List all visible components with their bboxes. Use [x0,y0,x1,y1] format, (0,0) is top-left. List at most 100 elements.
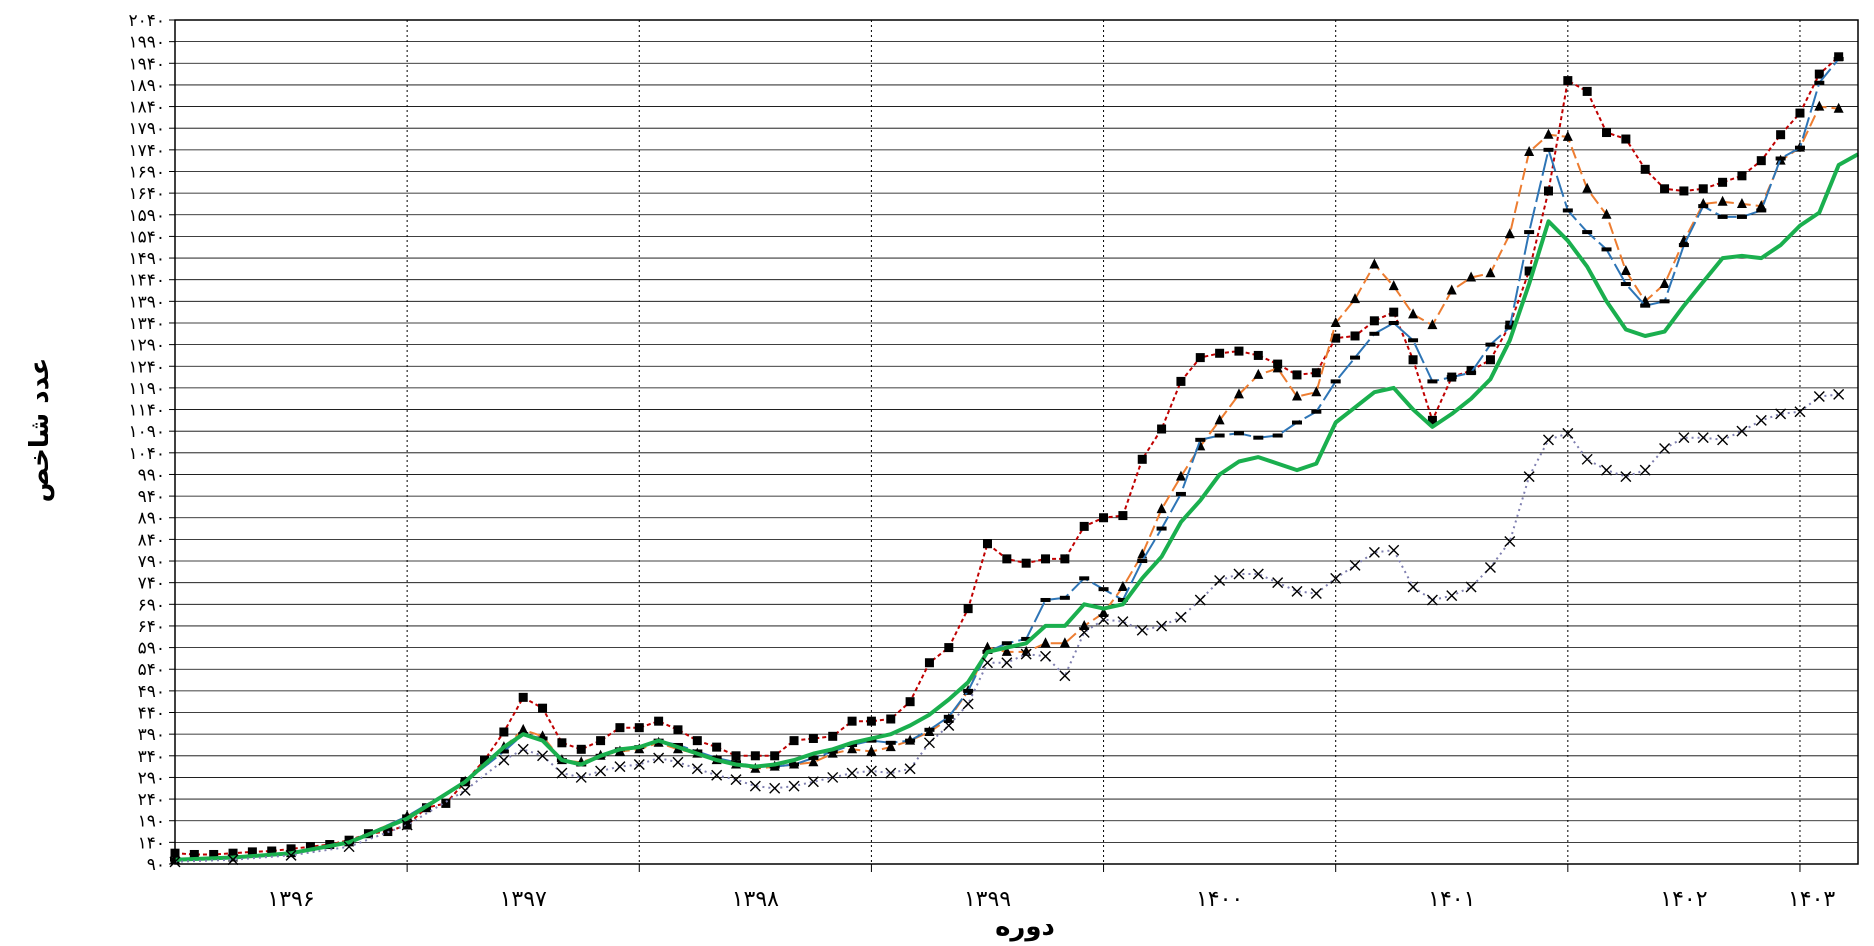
data-point [847,716,857,726]
data-point [770,751,780,761]
data-point [1408,308,1419,319]
data-point [1350,355,1361,360]
data-point [1582,230,1593,235]
x-tick-label: ۱۳۹۶ [267,887,314,912]
data-point [1775,408,1787,420]
data-point [1485,342,1496,347]
data-point [866,738,877,743]
data-point [1350,331,1360,341]
x-axis-ticks: ۱۳۹۶ ۱۳۹۷ ۱۳۹۸ ۱۳۹۹ ۱۴۰۰ ۱۴۰۱ ۱۴۰۲ ۱۴۰۳ [267,864,1835,912]
data-point [633,758,645,770]
data-point [1601,464,1613,476]
data-point [1563,76,1573,86]
data-point [1814,100,1825,111]
data-point [1020,648,1032,660]
data-point [1041,554,1051,564]
data-point [1736,214,1747,219]
data-point [944,643,954,653]
data-point [1814,80,1825,85]
data-point [1098,606,1109,617]
y-tick-label: ۱۶۹۰ [128,162,165,182]
data-point [1214,433,1225,438]
y-tick-label: ۸۹۰ [138,509,165,529]
y-tick-label: ۵۹۰ [138,639,165,659]
data-point [1331,333,1341,343]
data-point [1118,511,1128,521]
data-point [247,847,257,857]
data-point [1620,265,1631,276]
data-point [538,703,548,713]
data-point [1756,156,1766,166]
data-point [1484,562,1496,574]
data-point [480,755,490,765]
data-point [1195,437,1206,442]
data-point [1040,650,1052,662]
data-point [905,738,916,743]
data-point [885,767,897,779]
data-point [1253,368,1264,379]
data-point [615,723,625,733]
data-point [1311,409,1322,414]
data-point [1136,624,1148,636]
data-point [827,771,839,783]
x-tick-label: ۱۳۹۹ [964,887,1011,912]
y-tick-label: ۱۲۴۰ [128,357,165,377]
data-point [1330,379,1341,384]
data-point [1079,576,1090,581]
data-point [1446,375,1457,380]
data-point [1698,204,1709,209]
plot-frame [174,19,1859,865]
data-point [1389,307,1399,317]
data-series [169,52,1859,868]
data-point [692,749,703,754]
data-point [1621,134,1631,144]
data-point [731,760,741,765]
data-point [209,849,219,859]
data-point [1059,637,1070,648]
y-tick-label: ۱۴۴۰ [128,271,165,291]
data-point [1253,350,1263,360]
y-tick-label: ۱۴۰ [138,833,165,853]
data-point [691,763,703,775]
data-point [1311,368,1321,378]
data-point [827,749,838,754]
y-tick-label: ۱۳۴۰ [128,314,165,334]
data-point [711,755,722,760]
data-point [518,692,528,702]
series-5-line [174,393,1839,863]
data-point [1524,230,1535,235]
data-point [886,714,896,724]
data-point [1292,390,1302,401]
data-point [1157,424,1167,434]
data-point [1156,503,1167,514]
data-point [1137,559,1148,564]
data-point [556,767,568,779]
data-point [673,725,683,735]
data-point [1233,431,1244,436]
gridlines [175,19,1858,865]
data-point [1369,258,1380,269]
data-point [1504,536,1516,548]
data-point [1659,299,1670,304]
data-point [1408,338,1419,343]
data-point [1601,247,1612,252]
x-tick-label: ۱۴۰۱ [1428,887,1475,912]
data-point [1755,414,1767,426]
data-point [1368,546,1380,558]
x-tick-label: ۱۴۰۲ [1660,887,1707,912]
y-tick-label: ۱۶۴۰ [128,184,165,204]
y-tick-label: ۹۰ [147,855,165,875]
data-point [1640,164,1650,174]
data-point [1834,52,1844,62]
data-point [1562,427,1574,439]
data-point [1175,491,1186,496]
y-tick-label: ۱۰۹۰ [128,422,165,442]
data-point [1427,319,1438,330]
y-tick-label: ۹۹۰ [138,465,165,485]
series-1-line [174,56,1840,856]
y-tick-label: ۱۷۹۰ [128,119,165,139]
data-point [595,765,607,777]
data-point [846,767,858,779]
data-point [1117,597,1128,602]
data-point [575,771,587,783]
